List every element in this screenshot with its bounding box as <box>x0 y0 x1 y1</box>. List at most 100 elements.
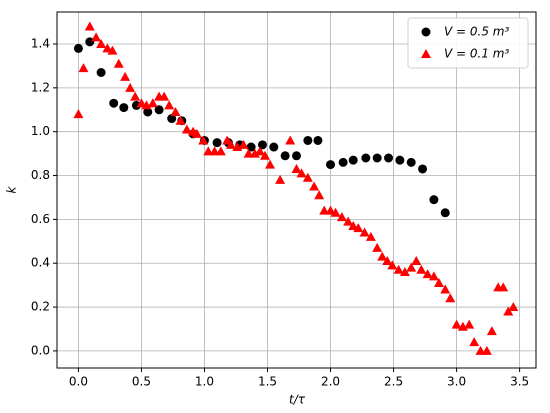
triangle-marker <box>399 266 410 276</box>
triangle-marker <box>125 82 136 92</box>
triangle-marker <box>411 256 422 266</box>
triangle-marker <box>421 49 431 58</box>
circle-marker <box>143 107 153 117</box>
triangle-marker <box>302 172 313 182</box>
triangle-marker <box>319 205 330 215</box>
circle-marker <box>280 151 290 161</box>
triangle-marker <box>84 21 95 31</box>
triangle-marker <box>225 139 236 149</box>
triangle-marker <box>209 146 220 156</box>
circle-marker <box>429 195 439 205</box>
y-tick-label: 0.2 <box>31 300 50 314</box>
x-axis-label: t/τ <box>289 393 306 407</box>
triangle-marker <box>254 146 265 156</box>
circle-marker <box>154 105 164 115</box>
triangle-marker <box>464 319 475 329</box>
triangle-marker <box>343 216 354 226</box>
x-tick-label: 3.0 <box>447 375 466 389</box>
triangle-marker <box>325 205 336 215</box>
circle-marker <box>73 43 83 53</box>
triangle-marker <box>353 223 364 233</box>
triangle-marker <box>382 256 393 266</box>
circle-marker <box>348 155 358 165</box>
circle-marker <box>313 135 323 145</box>
x-tick-label: 0.5 <box>132 375 151 389</box>
circle-marker <box>384 153 394 163</box>
x-tick-label: 1.0 <box>195 375 214 389</box>
circle-marker <box>96 68 106 78</box>
triangle-marker <box>238 139 249 149</box>
triangle-marker <box>78 63 89 73</box>
triangle-marker <box>508 302 519 312</box>
circle-marker <box>303 135 313 145</box>
triangle-marker <box>181 124 192 134</box>
triangle-marker <box>243 148 254 158</box>
triangle-marker <box>406 262 417 272</box>
triangle-marker <box>170 106 181 116</box>
triangle-marker <box>365 231 376 241</box>
circle-marker <box>421 27 431 37</box>
circle-marker <box>292 151 301 161</box>
triangle-marker <box>498 282 509 292</box>
circle-marker <box>269 142 279 152</box>
triangle-marker <box>73 109 84 119</box>
triangle-marker <box>296 168 307 178</box>
y-tick-label: 0.0 <box>31 343 50 357</box>
circle-marker <box>372 153 382 163</box>
y-tick-label: 1.0 <box>31 124 50 138</box>
triangle-marker <box>164 100 175 110</box>
triangle-marker <box>359 227 370 237</box>
triangle-marker <box>372 242 383 252</box>
triangle-marker <box>486 326 497 336</box>
triangle-marker <box>198 135 209 145</box>
triangle-marker <box>377 251 388 261</box>
triangle-marker <box>275 174 286 184</box>
triangle-marker <box>259 150 270 160</box>
triangle-marker <box>120 71 131 81</box>
triangle-marker <box>451 319 462 329</box>
triangle-marker <box>348 220 359 230</box>
triangle-marker <box>215 146 226 156</box>
x-tick-label: 3.5 <box>510 375 529 389</box>
triangle-marker <box>265 159 276 169</box>
circle-marker <box>131 100 141 110</box>
triangle-marker <box>285 135 296 145</box>
triangle-marker <box>107 45 118 55</box>
triangle-marker <box>416 264 427 274</box>
triangle-marker <box>147 98 158 108</box>
plot-frame <box>56 11 537 369</box>
circle-marker <box>85 37 95 47</box>
circle-marker <box>212 138 222 148</box>
y-tick-label: 0.6 <box>31 212 50 226</box>
circle-marker <box>167 114 177 124</box>
y-tick-label: 1.4 <box>31 37 50 51</box>
triangle-marker <box>336 212 347 222</box>
triangle-marker <box>481 345 492 355</box>
triangle-marker <box>102 43 113 53</box>
triangle-marker <box>422 269 433 279</box>
x-tick-label: 0.0 <box>69 375 88 389</box>
circle-marker <box>338 157 348 167</box>
triangle-marker <box>330 207 341 217</box>
triangle-marker <box>291 163 302 173</box>
triangle-marker <box>475 345 486 355</box>
y-tick-label: 0.4 <box>31 256 50 270</box>
circle-marker <box>395 155 405 165</box>
x-tick-label: 2.5 <box>384 375 403 389</box>
y-tick-label: 1.2 <box>31 80 50 94</box>
circle-marker <box>361 153 371 163</box>
legend-label: V = 0.5 m³ <box>444 25 509 39</box>
triangle-marker <box>309 181 320 191</box>
triangle-marker <box>191 128 202 138</box>
triangle-marker <box>91 32 102 42</box>
circle-marker <box>418 164 428 174</box>
circle-marker <box>440 208 450 218</box>
triangle-marker <box>136 98 147 108</box>
triangle-marker <box>503 306 514 316</box>
triangle-marker <box>387 260 398 270</box>
y-tick-label: 0.8 <box>31 168 50 182</box>
triangle-marker <box>469 337 480 347</box>
x-tick-label: 1.5 <box>258 375 277 389</box>
triangle-marker <box>433 277 444 287</box>
